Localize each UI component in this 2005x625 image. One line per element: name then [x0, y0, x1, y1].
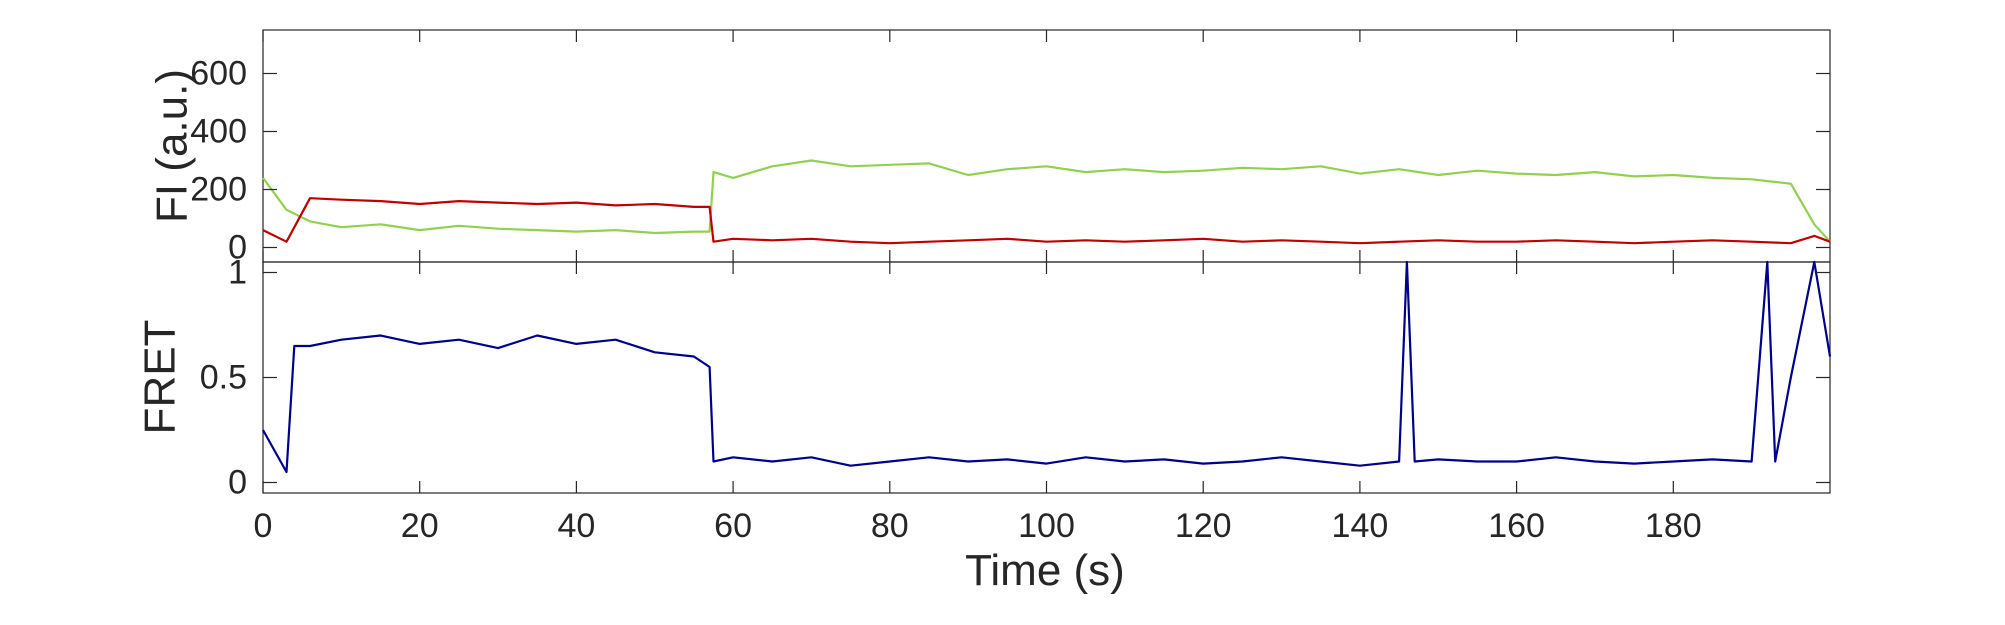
fluorescence-series-1-line [262, 159, 1831, 243]
fret-series-1-line [262, 260, 1832, 474]
fret-y-tick-label: 0 [228, 464, 247, 502]
x-tick-label: 160 [1488, 507, 1545, 545]
fret-y-tick-label: 0.5 [200, 359, 247, 397]
fluorescence-series-2-line [262, 197, 1831, 245]
fluorescence-series-group [262, 159, 1831, 245]
x-tick-label: 0 [254, 507, 273, 545]
fluorescence-y-axis-label: FI (a.u.) [148, 69, 197, 223]
fret-axes-box [262, 261, 1831, 494]
fluorescence-y-tick-label: 0 [228, 229, 247, 267]
fret-panel: 0 0.5 1 0 20 40 60 80 100 120 140 160 180 FRET Time … [136, 254, 1832, 595]
fluorescence-axes-box [262, 29, 1831, 263]
fluorescence-panel: 0 200 400 600 FI (a.u.) [148, 29, 1831, 267]
x-tick-label: 140 [1332, 507, 1389, 545]
fluorescence-y-tick-label: 200 [190, 171, 247, 209]
fluorescence-y-tick-label: 600 [190, 55, 247, 93]
x-axis-label: Time (s) [965, 546, 1125, 595]
fluorescence-ticks: 0 200 400 600 [190, 30, 1830, 267]
fret-series-group [262, 260, 1832, 474]
x-tick-label: 20 [401, 507, 439, 545]
fret-y-axis-label: FRET [136, 320, 185, 435]
x-tick-label: 180 [1645, 507, 1702, 545]
x-tick-label: 40 [557, 507, 595, 545]
x-tick-label: 80 [871, 507, 909, 545]
x-tick-label: 100 [1018, 507, 1075, 545]
x-tick-label: 60 [714, 507, 752, 545]
x-tick-label: 120 [1175, 507, 1232, 545]
fret-ticks: 0 0.5 1 0 20 40 60 80 100 120 140 160 180 [200, 254, 1830, 545]
fluorescence-y-tick-label: 400 [190, 113, 247, 151]
fret-y-tick-label: 1 [228, 254, 247, 292]
